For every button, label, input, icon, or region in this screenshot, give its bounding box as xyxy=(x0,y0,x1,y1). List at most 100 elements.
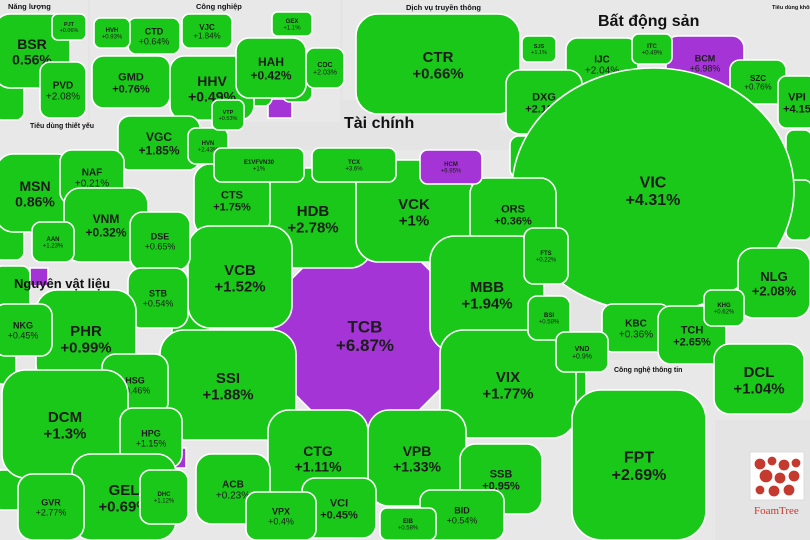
cell-change: 0.56% xyxy=(12,51,52,67)
cell-shape xyxy=(51,13,87,41)
cell-sjs[interactable]: SJS+1.1% xyxy=(521,35,557,63)
cell-shape xyxy=(555,331,609,373)
cell-shape xyxy=(139,469,189,525)
cell-tcx[interactable]: TCX+3.6% xyxy=(311,147,397,183)
cell-dcl[interactable]: DCL+1.04% xyxy=(713,343,805,415)
cell-ticker: HHV xyxy=(197,73,227,89)
cell-shape xyxy=(571,389,707,540)
cell-cdc[interactable]: CDC+2.03% xyxy=(305,47,345,89)
cell-change: +2.77% xyxy=(36,508,67,518)
cell-shape xyxy=(379,507,437,540)
cell-vnm[interactable]: VNM+0.32% xyxy=(63,187,149,263)
cell-ctd[interactable]: CTD+0.64% xyxy=(127,17,181,55)
cell-change: +0.99% xyxy=(60,339,111,356)
cell-vix[interactable]: VIX+1.77% xyxy=(439,329,577,439)
cell-ticker: HVN xyxy=(202,141,215,147)
cell-vci[interactable]: VCI+0.45% xyxy=(301,477,377,539)
cell-hah[interactable]: HAH+0.42% xyxy=(235,37,307,99)
cell-aan[interactable]: AAN+1.23% xyxy=(31,221,75,263)
cell-vpx[interactable]: VPX+0.4% xyxy=(245,491,317,540)
cell-change: +1.52% xyxy=(214,278,265,295)
logo-bubble xyxy=(767,484,781,498)
logo-bubble xyxy=(766,455,778,467)
cell-change: +2.65% xyxy=(673,336,711,348)
cell-ticker: TCB xyxy=(348,317,383,336)
cell-ctr[interactable]: CTR+0.66% xyxy=(355,13,521,115)
cell-change: +0.54% xyxy=(143,299,174,309)
cell-shape xyxy=(211,99,245,131)
cell-vpi[interactable]: VPI+4.15 xyxy=(777,75,810,129)
cell-shape xyxy=(17,473,85,540)
cell-change: +0.42% xyxy=(250,68,291,82)
cell-dhc[interactable]: DHC+1.12% xyxy=(139,469,189,525)
cell-gmd[interactable]: GMD+0.76% xyxy=(91,55,171,109)
cell-nlg[interactable]: NLG+2.08% xyxy=(737,247,810,319)
cell-shape xyxy=(213,147,305,183)
logo-bubble xyxy=(790,457,802,469)
cell-pvd[interactable]: PVD+2.08% xyxy=(39,61,87,119)
cell-vck[interactable]: VCK+1% xyxy=(355,159,473,263)
cell-vjc[interactable]: VJC+1.84% xyxy=(181,13,233,49)
cell-fts[interactable]: FTS+0.22% xyxy=(523,227,569,285)
cell-ticker: HVH xyxy=(106,28,119,34)
sector-label-dich-vu-truyen-thong: Dịch vụ truyền thông xyxy=(406,3,481,12)
cell-change: +1.04% xyxy=(733,380,784,397)
cell-dcm[interactable]: DCM+1.3% xyxy=(1,369,129,479)
cell-shape xyxy=(355,13,521,115)
cell-gvr[interactable]: GVR+2.77% xyxy=(17,473,85,540)
cell-change: +0.54% xyxy=(447,516,478,526)
logo-bubble xyxy=(758,468,774,484)
cell-vnd[interactable]: VND+0.9% xyxy=(555,331,609,373)
cell-pjt[interactable]: PJT+0.06% xyxy=(51,13,87,41)
cell-ticker: HSG xyxy=(125,376,145,386)
cell-ticker: GVR xyxy=(41,498,61,508)
cell-ticker: MBB xyxy=(470,279,504,296)
cell-ticker: VPB xyxy=(403,443,432,459)
cell-change: +1.1% xyxy=(283,26,301,32)
cell-eib[interactable]: EIB+0.58% xyxy=(379,507,437,540)
logo-bubble xyxy=(777,458,791,472)
cell-change: +0.06% xyxy=(60,28,79,34)
cell-ticker: DCM xyxy=(48,409,82,426)
cell-itc[interactable]: ITC+0.49% xyxy=(631,33,673,65)
cell-ticker: BSI xyxy=(544,313,554,319)
cell-ticker: GMD xyxy=(118,71,144,83)
cell-tcb[interactable]: TCB+6.87% xyxy=(272,242,458,428)
cell-change: +1.94% xyxy=(461,295,512,312)
cell-change: +0.62% xyxy=(714,310,735,316)
cell-ticker: CTR xyxy=(423,49,454,66)
cell-bsi[interactable]: BSI+0.58% xyxy=(527,295,571,341)
cell-kbc[interactable]: KBC+0.36% xyxy=(601,303,671,353)
cell-mbb[interactable]: MBB+1.94% xyxy=(429,235,545,353)
cell-change: +0.69% xyxy=(98,498,149,515)
cell-vgc[interactable]: VGC+1.85% xyxy=(117,115,201,171)
cell-vpb[interactable]: VPB+1.33% xyxy=(367,409,467,507)
cell-hvh[interactable]: HVH+0.93% xyxy=(93,17,131,49)
cell-ticker: VIX xyxy=(496,369,520,386)
cell-vcb[interactable]: VCB+1.52% xyxy=(187,225,293,329)
cell-ticker: TCH xyxy=(681,324,704,336)
cell-hcm[interactable]: HCM+6.95% xyxy=(419,149,483,185)
sector-label-nang-luong: Năng lượng xyxy=(8,2,51,11)
cell-change: +0.46% xyxy=(120,386,151,396)
cell-shape xyxy=(0,303,53,357)
cell-stb[interactable]: STB+0.54% xyxy=(127,267,189,329)
cell-ticker: SJS xyxy=(534,44,545,50)
cell-vic[interactable]: VIC+4.31% xyxy=(511,67,795,313)
cell-ticker: CTS xyxy=(221,189,243,201)
cell-gex[interactable]: GEX+1.1% xyxy=(271,11,313,37)
cell-ticker: HCM xyxy=(444,162,458,168)
cell-change: +2.04% xyxy=(585,66,619,77)
cell-e1vfvn30[interactable]: E1VFVN30+1% xyxy=(213,147,305,183)
cell-fpt[interactable]: FPT+2.69% xyxy=(571,389,707,540)
cell-ticker: VPI xyxy=(788,91,806,103)
cell-khg[interactable]: KHG+0.62% xyxy=(703,289,745,327)
cell-ticker: BSR xyxy=(17,36,47,52)
cell-ticker: VCK xyxy=(398,196,430,213)
cell-ticker: GEX xyxy=(286,19,299,25)
cell-vtp[interactable]: VTP+0.53% xyxy=(211,99,245,131)
cell-dse[interactable]: DSE+0.65% xyxy=(129,211,191,271)
cell-ticker: PVD xyxy=(53,81,74,92)
cell-nkg[interactable]: NKG+0.45% xyxy=(0,303,53,357)
